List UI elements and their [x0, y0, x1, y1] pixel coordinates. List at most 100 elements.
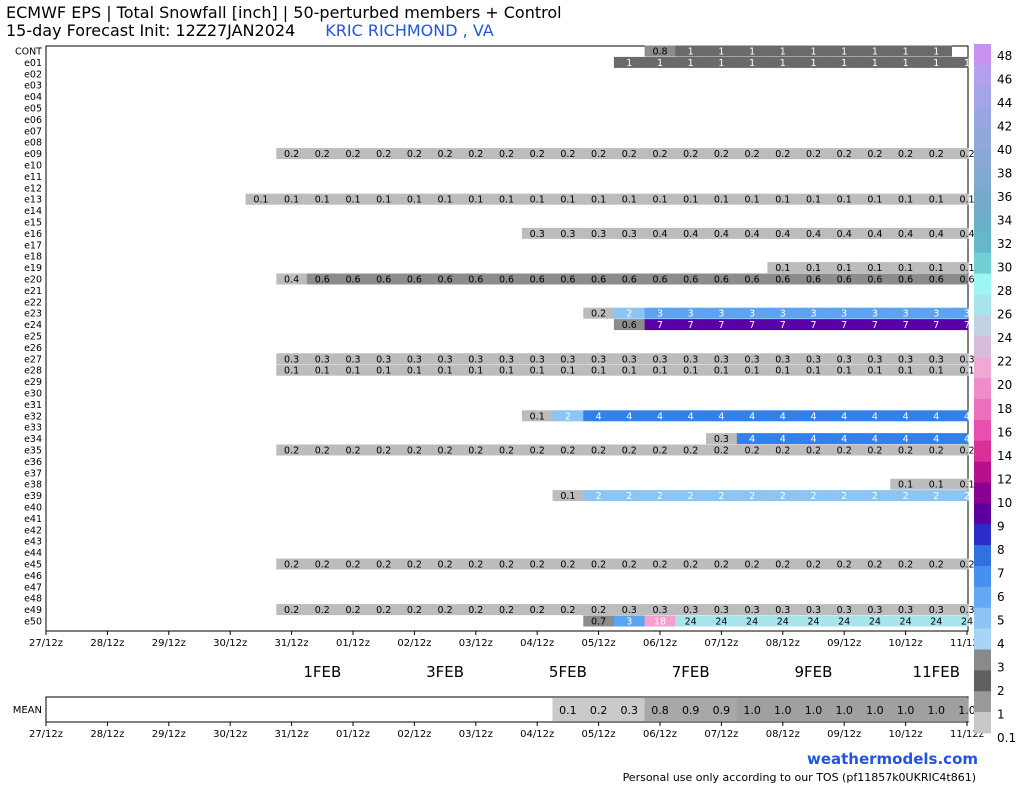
member-cell [890, 615, 922, 627]
member-cell-label: 4 [841, 434, 847, 445]
init-label: 15-day Forecast Init: 12Z27JAN2024 [6, 21, 296, 40]
x-ticks-top: 27/12z 28/12z 29/12z 30/12z 31/12z 01/12z 02/1… [29, 631, 984, 649]
member-cell-label: 0.2 [499, 149, 514, 160]
member-cell-label: 0.6 [315, 275, 330, 286]
member-cell-label: 0.2 [591, 446, 606, 457]
member-cell [552, 410, 584, 422]
x-tick-label: 08/12z [766, 729, 800, 740]
member-cell [460, 353, 492, 365]
member-cell [828, 45, 860, 57]
mean-cell-label: 1.0 [866, 704, 884, 717]
member-cell [306, 193, 338, 205]
member-cell-label: 0.1 [560, 366, 575, 377]
member-cell [920, 148, 952, 160]
colorbar-label: 0.1 [997, 731, 1016, 745]
member-row-e27: 0.3 0.3 0.3 0.3 0.3 0.3 0.3 0.3 0.3 0.3 0.3 0.3 0.3 0… [276, 353, 975, 365]
member-cell-label: 0.1 [837, 263, 852, 274]
member-cell-label: 4 [596, 411, 602, 422]
mean-cell-label: 1.0 [928, 704, 946, 717]
member-cell-label: 0.3 [622, 354, 637, 365]
member-cell [859, 262, 891, 274]
member-cell [951, 478, 969, 490]
member-cell-label: 0.2 [530, 149, 545, 160]
member-cell [521, 558, 553, 570]
colorbar-swatch [974, 273, 991, 295]
member-cell-label: 2 [596, 491, 602, 502]
mean-cell-label: 0.3 [621, 704, 639, 717]
member-cell [583, 227, 615, 239]
member-cell [337, 353, 369, 365]
member-cell [491, 148, 523, 160]
member-cell-label: 0.1 [560, 195, 575, 206]
member-cell [951, 227, 969, 239]
member-cell-label: 4 [964, 411, 970, 422]
member-cell-label: 7 [964, 320, 970, 331]
member-cell [706, 148, 738, 160]
x-tick-label: 28/12z [90, 638, 124, 649]
member-cell [583, 353, 615, 365]
member-cell [675, 410, 707, 422]
member-cell [920, 307, 952, 319]
member-cell-label: 0.2 [284, 605, 299, 616]
member-cell-label: 4 [657, 411, 663, 422]
colorbar-label: 24 [997, 331, 1012, 345]
member-cell [736, 558, 768, 570]
member-cell [368, 364, 400, 376]
member-cell-label: 0.2 [867, 560, 882, 571]
colorbar-label: 34 [997, 214, 1012, 228]
member-cell [767, 604, 799, 616]
member-cell-label: 4 [749, 434, 755, 445]
member-cell [583, 410, 615, 422]
member-cell [859, 193, 891, 205]
x-tick-label: 06/12z [643, 729, 677, 740]
colorbar-swatch [974, 44, 991, 66]
mean-label: MEAN [13, 705, 42, 716]
member-cell-label: 3 [718, 309, 724, 320]
member-cell-label: 2 [749, 491, 755, 502]
member-cell-label: 0.1 [929, 366, 944, 377]
member-cell [736, 364, 768, 376]
member-cell-label: 0.2 [775, 446, 790, 457]
member-label: e04 [24, 92, 42, 103]
colorbar-label: 8 [997, 543, 1005, 557]
member-cell-label: 7 [872, 320, 878, 331]
member-cell-label: 0.6 [898, 275, 913, 286]
member-label: e18 [24, 252, 42, 263]
colorbar-label: 26 [997, 308, 1012, 322]
member-cell-label: 0.6 [591, 275, 606, 286]
member-cell-label: 0.4 [929, 229, 944, 240]
site-link[interactable]: weathermodels.com [806, 750, 978, 768]
member-cell [306, 353, 338, 365]
date-label: 9FEB [795, 663, 833, 681]
member-cell [399, 364, 431, 376]
member-cell [736, 353, 768, 365]
member-cell-label: 4 [780, 411, 786, 422]
member-cell [828, 227, 860, 239]
member-cell-label: 0.1 [345, 195, 360, 206]
member-cell-label: 0.2 [622, 149, 637, 160]
member-cell [460, 273, 492, 285]
member-cell-label: 0.4 [837, 229, 852, 240]
member-cell-label: 0.1 [284, 366, 299, 377]
member-cell-label: 0.6 [867, 275, 882, 286]
mean-cell-label: 1.0 [743, 704, 761, 717]
member-cell [552, 444, 584, 456]
member-cell-label: 0.2 [438, 446, 453, 457]
member-cell [767, 262, 799, 274]
member-cell [828, 56, 860, 68]
member-cell-label: 0.2 [315, 560, 330, 571]
member-cell [644, 227, 676, 239]
member-row-e19: 0.1 0.1 0.1 0.1 0.1 0.1 0.1 [767, 262, 975, 274]
member-cell [675, 307, 707, 319]
member-cell [736, 227, 768, 239]
member-cell-label: 0.8 [652, 47, 667, 58]
member-label: e07 [24, 126, 42, 137]
member-cell [859, 444, 891, 456]
member-cell [767, 148, 799, 160]
member-cell [828, 410, 860, 422]
member-cell-label: 0.6 [652, 275, 667, 286]
member-cell [798, 227, 830, 239]
member-cell [951, 364, 969, 376]
member-label: e19 [24, 263, 42, 274]
